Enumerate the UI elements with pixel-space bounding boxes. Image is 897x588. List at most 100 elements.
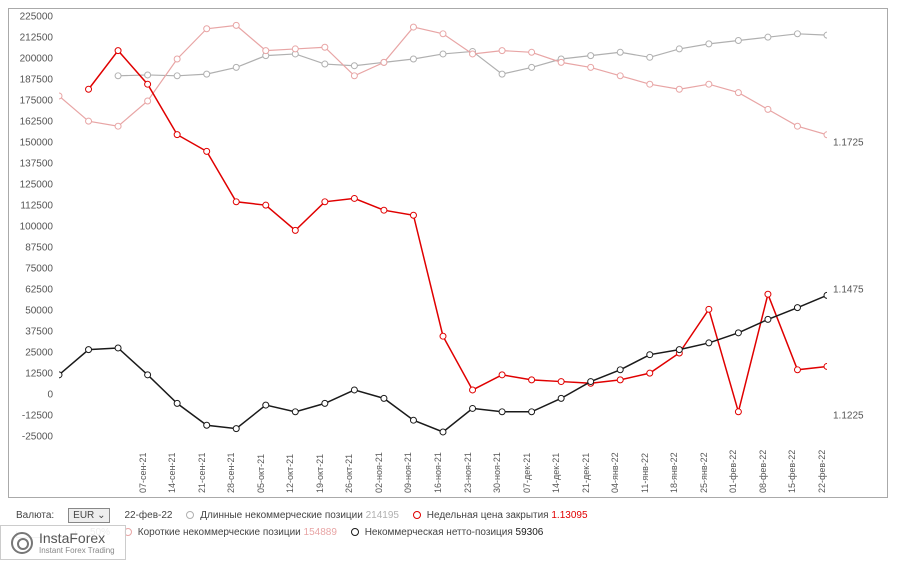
legend-item-net: Некоммерческая нетто-позиция 59306 <box>351 527 543 538</box>
y-axis-left: -25000-125000125002500037500500006250075… <box>9 17 57 437</box>
series-marker <box>617 377 623 383</box>
x-tick: 04-янв-22 <box>610 452 620 493</box>
chart-svg <box>59 17 827 437</box>
series-marker <box>263 202 269 208</box>
series-marker <box>558 379 564 385</box>
y-tick-right: 1.1475 <box>833 285 864 296</box>
series-marker <box>735 409 741 415</box>
series-marker <box>470 405 476 411</box>
series-marker <box>706 340 712 346</box>
series-marker <box>765 316 771 322</box>
series-marker <box>499 372 505 378</box>
series-marker <box>145 372 151 378</box>
series-marker <box>765 106 771 112</box>
series-marker <box>735 90 741 96</box>
x-tick: 15-фев-22 <box>787 450 797 493</box>
series-marker <box>292 46 298 52</box>
y-tick-left: 112500 <box>20 201 53 212</box>
series-marker <box>824 132 827 138</box>
x-tick: 26-окт-21 <box>344 454 354 493</box>
x-axis: 07-сен-2114-сен-2121-сен-2128-сен-2105-о… <box>59 439 827 497</box>
series-marker <box>794 305 800 311</box>
series-marker <box>174 73 180 79</box>
series-marker <box>529 49 535 55</box>
y-tick-left: 187500 <box>20 75 53 86</box>
series-marker <box>794 367 800 373</box>
chevron-down-icon: ⌄ <box>97 510 105 521</box>
series-marker <box>765 34 771 40</box>
series-marker <box>233 426 239 432</box>
series-marker <box>647 352 653 358</box>
y-tick-left: -12500 <box>22 411 53 422</box>
series-marker <box>351 73 357 79</box>
y-tick-left: 87500 <box>25 243 53 254</box>
legend-date: 22-фев-22 <box>124 510 172 521</box>
series-marker <box>381 395 387 401</box>
series-marker <box>145 81 151 87</box>
y-tick-left: 25000 <box>25 348 53 359</box>
watermark-main: InstaForex <box>39 530 115 546</box>
x-tick: 25-янв-22 <box>699 452 709 493</box>
series-marker <box>292 227 298 233</box>
y-tick-left: 137500 <box>20 159 53 170</box>
series-marker <box>204 71 210 77</box>
series-marker <box>115 123 121 129</box>
series-marker <box>322 44 328 50</box>
x-tick: 05-окт-21 <box>256 454 266 493</box>
series-marker <box>410 417 416 423</box>
series-marker <box>263 48 269 54</box>
y-tick-left: 162500 <box>20 117 53 128</box>
y-tick-left: 75000 <box>25 264 53 275</box>
series-marker <box>86 86 92 92</box>
series-marker <box>204 26 210 32</box>
series-marker <box>735 330 741 336</box>
series-marker <box>529 64 535 70</box>
series-marker <box>233 199 239 205</box>
y-tick-left: 37500 <box>25 327 53 338</box>
currency-select[interactable]: EUR ⌄ <box>68 508 110 523</box>
series-marker <box>529 409 535 415</box>
circle-icon <box>413 511 421 519</box>
series-marker <box>706 306 712 312</box>
y-axis-right: 1.12251.14751.1725 <box>829 17 887 437</box>
series-marker <box>558 59 564 65</box>
series-marker <box>794 123 800 129</box>
circle-icon <box>186 511 194 519</box>
y-tick-left: 150000 <box>20 138 53 149</box>
legend-item-close: Недельная цена закрытия 1.13095 <box>413 510 588 521</box>
series-marker <box>824 363 827 369</box>
y-tick-left: 125000 <box>20 180 53 191</box>
series-marker <box>59 93 62 99</box>
y-tick-left: 100000 <box>20 222 53 233</box>
series-marker <box>617 49 623 55</box>
series-marker <box>351 387 357 393</box>
legend-item-short: Короткие некоммерческие позиции 154889 <box>124 527 337 538</box>
currency-label: Валюта: <box>16 510 54 521</box>
series-marker <box>86 118 92 124</box>
series-marker <box>676 46 682 52</box>
y-tick-right: 1.1225 <box>833 411 864 422</box>
series-marker <box>322 61 328 67</box>
x-tick: 12-окт-21 <box>285 454 295 493</box>
series-marker <box>529 377 535 383</box>
y-tick-left: 200000 <box>20 54 53 65</box>
series-marker <box>115 48 121 54</box>
x-tick: 23-ноя-21 <box>463 452 473 493</box>
series-marker <box>174 400 180 406</box>
series-marker <box>440 31 446 37</box>
x-tick: 30-ноя-21 <box>492 452 502 493</box>
x-tick: 22-фев-22 <box>817 450 827 493</box>
legend-item-long: Длинные некоммерческие позиции 214195 <box>186 510 399 521</box>
series-marker <box>145 98 151 104</box>
plot-area <box>59 17 827 437</box>
series-marker <box>115 345 121 351</box>
x-tick: 18-янв-22 <box>669 452 679 493</box>
y-tick-left: 50000 <box>25 306 53 317</box>
series-marker <box>351 195 357 201</box>
series-marker <box>233 64 239 70</box>
series-marker <box>588 53 594 59</box>
x-tick: 07-сен-21 <box>138 453 148 494</box>
series-marker <box>204 148 210 154</box>
y-tick-left: 175000 <box>20 96 53 107</box>
x-tick: 09-ноя-21 <box>403 452 413 493</box>
